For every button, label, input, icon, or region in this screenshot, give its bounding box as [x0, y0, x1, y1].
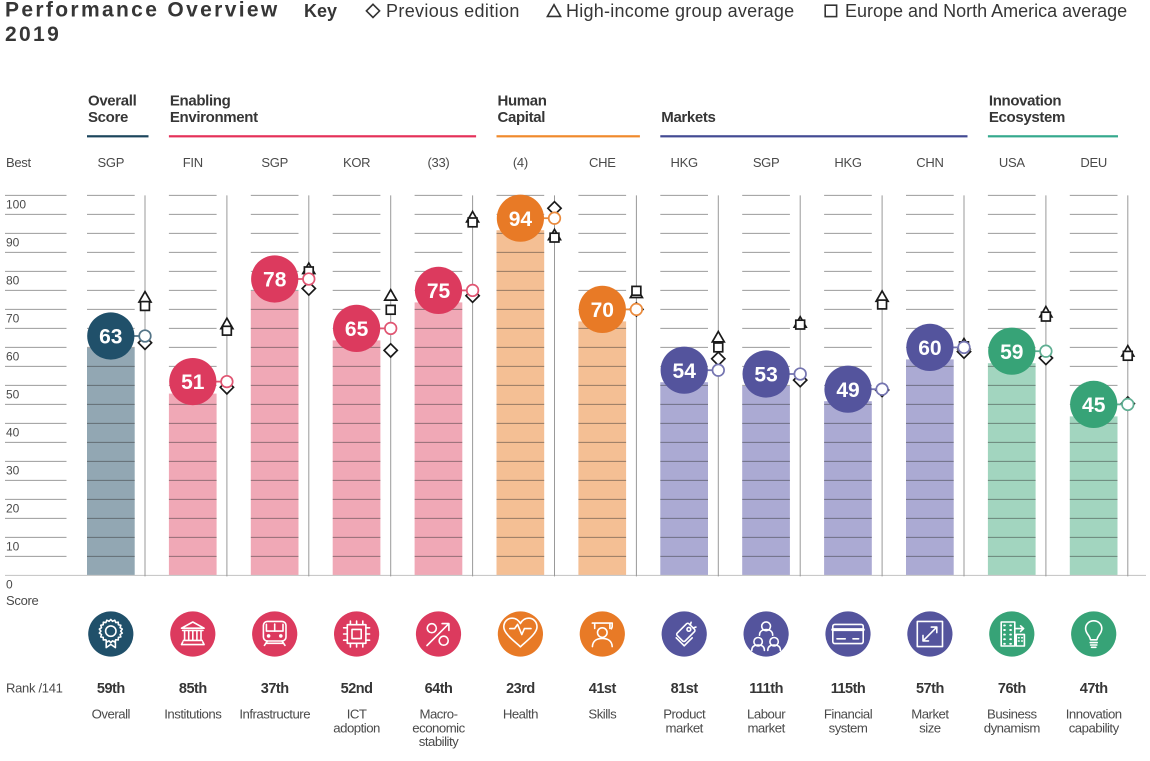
svg-text:SGP: SGP: [261, 155, 288, 170]
svg-text:23rd: 23rd: [506, 681, 535, 697]
svg-text:Infrastructure: Infrastructure: [239, 707, 310, 722]
svg-text:SGP: SGP: [98, 155, 125, 170]
svg-text:Macro-: Macro-: [419, 707, 457, 722]
svg-text:115th: 115th: [831, 681, 866, 697]
svg-text:Rank /141: Rank /141: [6, 681, 63, 696]
svg-text:0: 0: [6, 577, 13, 591]
svg-text:Institutions: Institutions: [164, 707, 222, 722]
svg-text:stability: stability: [419, 734, 459, 749]
svg-text:Ecosystem: Ecosystem: [989, 109, 1065, 126]
svg-text:Market: Market: [911, 707, 949, 722]
svg-text:40: 40: [6, 426, 20, 440]
svg-text:80: 80: [6, 274, 20, 288]
svg-text:57th: 57th: [916, 681, 944, 697]
svg-text:41st: 41st: [589, 681, 617, 697]
svg-text:Human: Human: [498, 93, 547, 110]
svg-text:capability: capability: [1069, 720, 1120, 735]
svg-text:59th: 59th: [97, 681, 125, 697]
svg-text:Best: Best: [6, 155, 32, 170]
svg-text:64th: 64th: [425, 681, 453, 697]
svg-text:market: market: [747, 720, 785, 735]
svg-text:100: 100: [6, 198, 26, 212]
svg-text:(33): (33): [428, 155, 450, 170]
svg-text:size: size: [919, 720, 941, 735]
svg-text:CHE: CHE: [589, 155, 616, 170]
svg-text:Overall: Overall: [88, 93, 137, 110]
svg-text:ICT: ICT: [347, 707, 367, 722]
svg-text:Health: Health: [503, 707, 538, 722]
svg-text:Environment: Environment: [170, 109, 258, 126]
svg-text:52nd: 52nd: [341, 681, 373, 697]
svg-text:HKG: HKG: [671, 155, 698, 170]
svg-text:Score: Score: [88, 109, 128, 126]
svg-text:54: 54: [673, 360, 697, 383]
svg-text:65: 65: [345, 318, 369, 341]
svg-text:49: 49: [836, 379, 859, 402]
svg-text:111th: 111th: [749, 681, 783, 697]
svg-text:63: 63: [99, 326, 122, 349]
svg-text:Enabling: Enabling: [170, 93, 231, 110]
svg-text:Markets: Markets: [661, 109, 715, 126]
svg-text:53: 53: [754, 364, 777, 387]
svg-text:Product: Product: [663, 707, 706, 722]
svg-text:59: 59: [1000, 341, 1023, 364]
svg-text:85th: 85th: [179, 681, 207, 697]
svg-text:CHN: CHN: [916, 155, 943, 170]
svg-text:Financial: Financial: [824, 707, 873, 722]
svg-text:Overall: Overall: [92, 707, 131, 722]
svg-text:78: 78: [263, 269, 287, 292]
svg-text:37th: 37th: [261, 681, 289, 697]
svg-text:market: market: [666, 720, 704, 735]
svg-text:47th: 47th: [1080, 681, 1108, 697]
svg-text:Labour: Labour: [747, 707, 786, 722]
svg-text:94: 94: [509, 208, 533, 231]
svg-text:10: 10: [6, 540, 20, 554]
svg-text:70: 70: [591, 299, 614, 322]
svg-text:DEU: DEU: [1080, 155, 1107, 170]
svg-text:Innovation: Innovation: [989, 93, 1062, 110]
svg-text:FIN: FIN: [183, 155, 203, 170]
svg-text:USA: USA: [999, 155, 1025, 170]
svg-text:SGP: SGP: [753, 155, 780, 170]
svg-text:45: 45: [1082, 394, 1106, 417]
svg-text:81st: 81st: [671, 681, 699, 697]
svg-text:Capital: Capital: [498, 109, 546, 126]
svg-text:High-income group average: High-income group average: [566, 1, 794, 21]
svg-text:(4): (4): [513, 155, 528, 170]
svg-text:76th: 76th: [998, 681, 1026, 697]
svg-text:Innovation: Innovation: [1066, 707, 1122, 722]
svg-text:dynamism: dynamism: [984, 720, 1041, 735]
svg-text:60: 60: [918, 337, 941, 360]
svg-text:51: 51: [181, 371, 205, 394]
svg-text:Performance Overview: Performance Overview: [5, 0, 280, 22]
svg-text:2019: 2019: [5, 23, 61, 46]
svg-text:75: 75: [427, 280, 451, 303]
svg-text:30: 30: [6, 464, 20, 478]
svg-text:adoption: adoption: [333, 720, 380, 735]
svg-text:HKG: HKG: [834, 155, 861, 170]
svg-text:Business: Business: [987, 707, 1037, 722]
svg-text:20: 20: [6, 502, 20, 516]
svg-text:90: 90: [6, 236, 20, 250]
svg-text:system: system: [829, 720, 868, 735]
svg-text:60: 60: [6, 350, 20, 364]
svg-text:70: 70: [6, 312, 20, 326]
svg-text:50: 50: [6, 388, 20, 402]
svg-text:KOR: KOR: [343, 155, 370, 170]
svg-text:Key: Key: [304, 1, 337, 21]
svg-text:economic: economic: [412, 720, 465, 735]
svg-text:Score: Score: [6, 593, 39, 608]
svg-text:Europe and North America avera: Europe and North America average: [845, 1, 1127, 21]
svg-text:Skills: Skills: [588, 707, 617, 722]
svg-text:Previous edition: Previous edition: [386, 1, 520, 21]
